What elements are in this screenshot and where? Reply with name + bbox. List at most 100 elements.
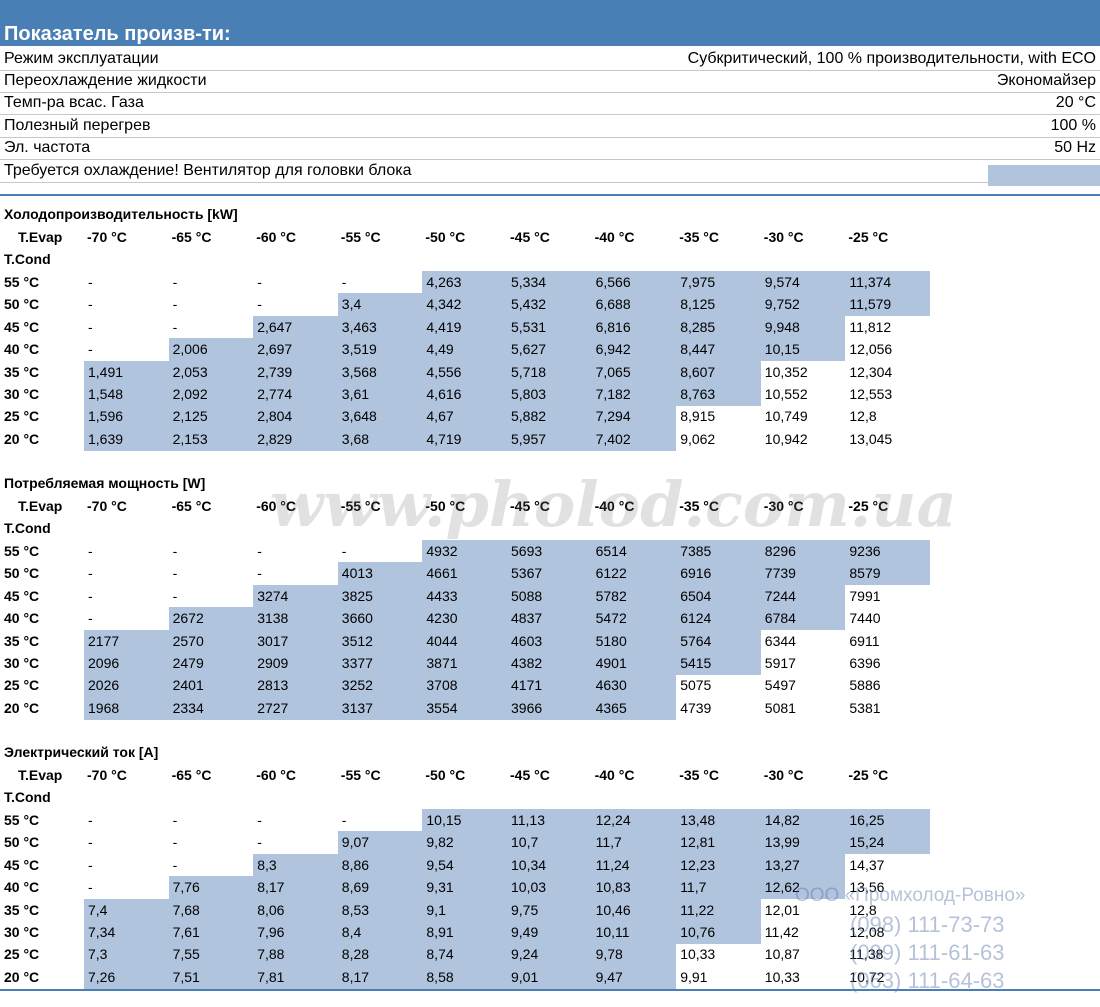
cell: 5,531 — [511, 318, 547, 335]
cell: 5,803 — [511, 386, 547, 402]
cell: - — [172, 274, 178, 290]
cell: - — [88, 296, 93, 313]
row-label: 40 °C — [4, 610, 40, 627]
cell: 1,596 — [88, 408, 124, 425]
cell: 8,53 — [341, 901, 370, 918]
cell: 4433 — [426, 587, 458, 604]
row-separator — [0, 92, 1100, 93]
cell: 2,153 — [172, 430, 208, 447]
highlight — [168, 876, 846, 900]
cell: 4,49 — [426, 341, 454, 358]
cell: - — [257, 543, 262, 559]
cell: - — [88, 587, 93, 604]
cell: 4,556 — [426, 363, 462, 380]
cell: 3966 — [511, 699, 543, 716]
cell: 3377 — [341, 655, 373, 671]
cell: - — [88, 834, 93, 851]
info-value: Субкритический, 100 % производительности… — [687, 50, 1096, 67]
cell: 9,49 — [511, 924, 539, 940]
cell: 4932 — [426, 543, 458, 559]
cell: 8,125 — [680, 296, 716, 313]
cell: 4382 — [511, 655, 543, 671]
cell: 2,804 — [257, 408, 293, 425]
cell: 4013 — [341, 565, 373, 582]
cell: 11,374 — [849, 274, 892, 290]
column-header: -40 °C — [594, 767, 635, 783]
highlight — [337, 562, 930, 586]
row-label: 20 °C — [4, 430, 40, 447]
cell: 9,31 — [426, 879, 454, 896]
cell: 10,46 — [595, 901, 631, 918]
cell: - — [172, 543, 178, 559]
highlight — [84, 696, 677, 720]
cell: 7244 — [764, 587, 796, 604]
cell: - — [172, 587, 178, 604]
cell: - — [172, 812, 178, 828]
cell: 7739 — [764, 565, 796, 582]
info-value: 50 Hz — [1054, 139, 1096, 156]
cell: 2909 — [257, 655, 289, 671]
row-label: 20 °C — [4, 699, 40, 716]
cell: 5,334 — [511, 274, 547, 290]
cell: 7385 — [680, 543, 712, 559]
cell: 6122 — [595, 565, 627, 582]
cell: 8,28 — [341, 946, 370, 963]
cell: 6,942 — [595, 341, 631, 358]
cell: 5782 — [595, 587, 627, 604]
cell: - — [341, 812, 347, 828]
cell: 6396 — [849, 655, 881, 671]
cell: 10,03 — [511, 879, 547, 896]
cell: 10,552 — [764, 386, 808, 402]
cell: 9,574 — [764, 274, 800, 290]
cell: 6504 — [680, 587, 712, 604]
row-label: 30 °C — [4, 924, 40, 940]
evap-label: T.Evap — [18, 498, 63, 514]
cell: 12,08 — [849, 924, 885, 940]
cell: 2,697 — [257, 341, 293, 358]
table-title: Потребляемая мощность [W] — [4, 475, 206, 491]
cell: 3660 — [341, 610, 373, 627]
highlight — [84, 383, 761, 406]
column-header: -30 °C — [763, 767, 804, 783]
row-label: 45 °C — [4, 587, 40, 604]
cell: 3,463 — [341, 318, 377, 335]
cell: 8,58 — [426, 968, 454, 985]
cell: 2096 — [88, 655, 120, 671]
column-header: -35 °C — [679, 498, 720, 514]
row-label: 55 °C — [4, 543, 40, 559]
cell: 9,82 — [426, 834, 454, 851]
cell: 2,125 — [172, 408, 208, 425]
cell: 9,47 — [595, 968, 623, 985]
watermark-phone: (098) 111-73-73 — [850, 912, 1005, 937]
cell: 1,548 — [88, 386, 124, 402]
cell: 10,11 — [595, 924, 630, 940]
section-line — [0, 194, 1100, 196]
cell: 12,81 — [680, 834, 716, 851]
table-title: Холодопроизводительность [kW] — [4, 206, 238, 222]
highlight — [84, 898, 761, 922]
cell: 10,87 — [764, 946, 800, 963]
cell: 5886 — [849, 677, 881, 694]
cell: 4171 — [511, 677, 543, 694]
cell: 5693 — [511, 543, 543, 559]
cell: 3512 — [341, 632, 373, 649]
cell: 7,96 — [257, 924, 285, 940]
row-label: 45 °C — [4, 318, 40, 335]
highlight — [84, 674, 677, 698]
info-label: Эл. частота — [4, 139, 91, 156]
cell: 11,7 — [595, 834, 622, 851]
row-label: 40 °C — [4, 879, 40, 896]
cell: 11,579 — [849, 296, 892, 313]
column-header: -50 °C — [425, 229, 466, 245]
column-header: -65 °C — [171, 229, 212, 245]
cell: 10,352 — [764, 363, 808, 380]
cell: 11,42 — [764, 924, 799, 940]
cell: 9236 — [849, 543, 881, 559]
highlight — [84, 965, 677, 989]
column-header: -70 °C — [87, 229, 127, 245]
highlight — [84, 405, 677, 429]
cell: 4044 — [426, 632, 458, 649]
cell: - — [88, 543, 93, 559]
cell: 7,81 — [257, 968, 285, 985]
cell: - — [88, 610, 93, 627]
